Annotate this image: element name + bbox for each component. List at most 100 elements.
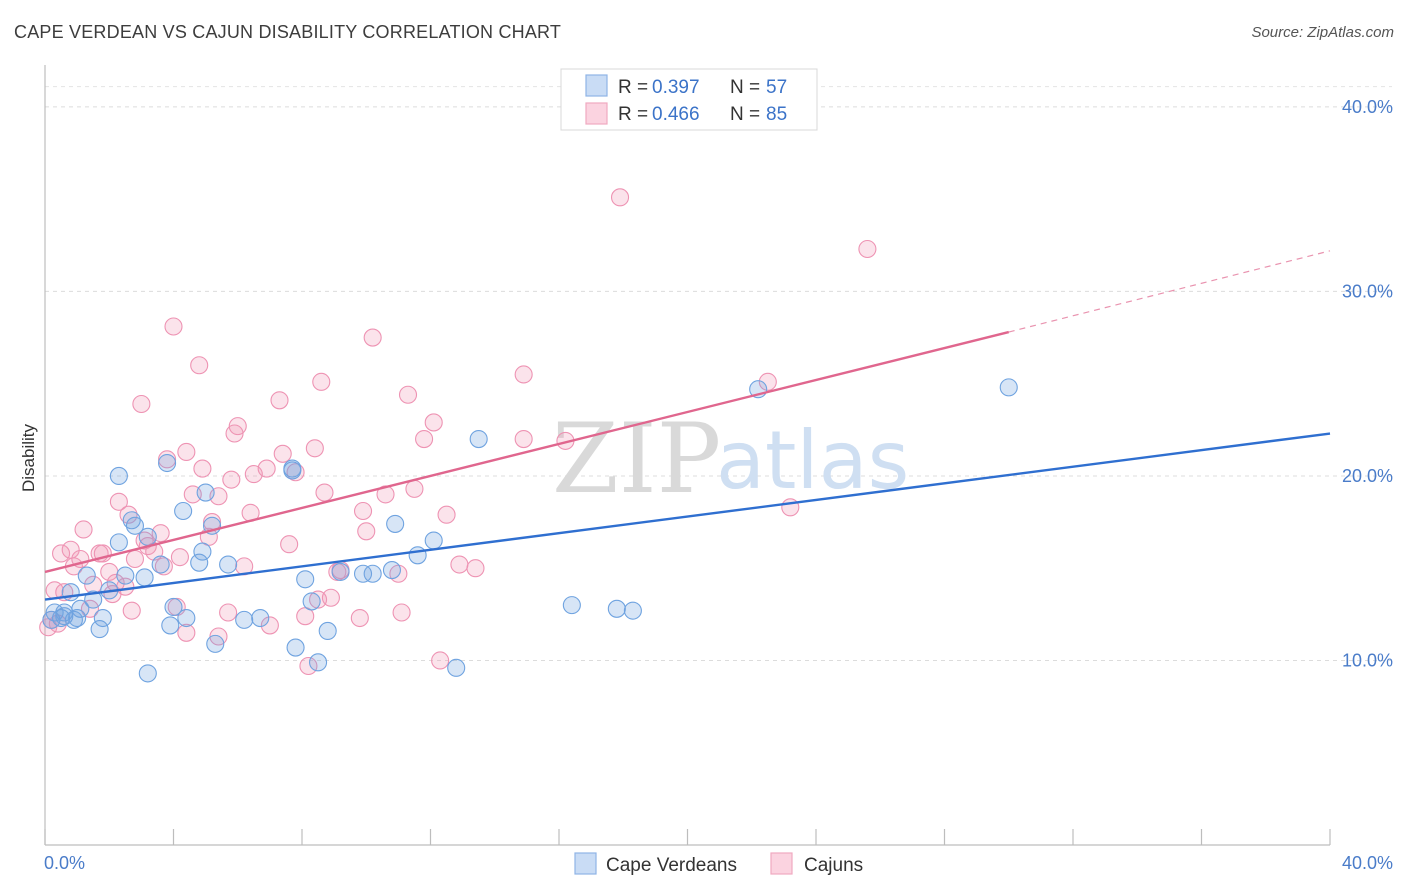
cajun-point xyxy=(154,557,173,576)
x-tick-labels: 0.0% 40.0% xyxy=(44,853,1393,873)
cajun-point xyxy=(437,505,456,524)
cajun-point xyxy=(321,588,340,607)
watermark-zip: ZIP xyxy=(552,403,721,515)
y-tick-label: 30.0% xyxy=(1342,281,1393,301)
legend: R = 0.397 N = 57 R = 0.466 N = 85 xyxy=(560,68,818,131)
cape-verdean-point xyxy=(109,533,128,552)
cape-verdean-point xyxy=(206,634,225,653)
cajun-point xyxy=(405,479,424,498)
cajun-point xyxy=(466,559,485,578)
cape-verdean-point xyxy=(286,638,305,657)
bottom-legend-label-cajuns: Cajuns xyxy=(804,855,863,876)
x-tick-label: 0.0% xyxy=(44,853,85,873)
y-axis-label: Disability xyxy=(19,423,38,492)
cajun-trend-extension xyxy=(1008,250,1331,333)
cajun-point xyxy=(450,555,469,574)
cajun-point xyxy=(398,385,418,404)
cape-verdean-point xyxy=(164,597,183,617)
cape-verdean-point xyxy=(116,566,135,585)
cape-verdean-trend-line xyxy=(44,432,1331,601)
cape-verdean-point xyxy=(623,601,642,620)
cajun-point xyxy=(273,444,292,463)
y-tick-label: 20.0% xyxy=(1342,466,1393,486)
bottom-legend-swatch-cape-verdeans xyxy=(574,852,597,875)
cape-verdean-point xyxy=(302,592,321,611)
cajun-point xyxy=(119,505,138,524)
axes xyxy=(44,65,1331,846)
cajun-point xyxy=(228,417,247,436)
x-tick-label: 40.0% xyxy=(1342,853,1393,873)
cajun-point xyxy=(315,483,334,502)
cajun-point xyxy=(219,603,238,622)
bottom-legend: Cape Verdeans Cajuns xyxy=(574,852,863,876)
cape-verdean-point xyxy=(151,555,170,574)
cape-verdean-point xyxy=(138,664,157,683)
cape-verdean-point xyxy=(84,590,103,609)
bottom-legend-swatch-cajuns xyxy=(770,852,793,875)
cajun-point xyxy=(52,544,71,563)
cape-verdean-point xyxy=(190,553,209,572)
cape-verdean-point xyxy=(363,564,382,583)
cajun-point xyxy=(299,656,318,676)
cape-verdean-point xyxy=(161,616,180,635)
chart-title: CAPE VERDEAN VS CAJUN DISABILITY CORRELA… xyxy=(14,22,562,42)
cajun-point xyxy=(858,239,877,259)
cajun-point xyxy=(610,188,630,207)
legend-swatch-cape-verdeans xyxy=(585,74,608,97)
cape-verdean-point xyxy=(283,459,302,478)
legend-n-label-1: N = xyxy=(730,77,760,98)
cape-verdean-point xyxy=(93,608,112,628)
data-points xyxy=(39,188,1018,683)
cajun-point xyxy=(357,522,376,541)
y-tick-label: 40.0% xyxy=(1342,97,1393,117)
cape-verdean-point xyxy=(158,453,177,473)
legend-r-value-2: 0.466 xyxy=(652,104,700,125)
cape-verdean-point xyxy=(382,561,402,580)
cajun-point xyxy=(260,616,279,635)
cajun-point xyxy=(193,459,212,478)
cajun-point xyxy=(353,501,373,521)
cape-verdean-point xyxy=(174,501,193,521)
cajun-point xyxy=(109,492,128,511)
cape-verdean-point xyxy=(607,599,626,618)
cape-verdean-point xyxy=(109,466,128,486)
cajun-point xyxy=(758,372,777,391)
legend-swatch-cajuns xyxy=(585,102,608,125)
cape-verdean-point xyxy=(193,542,212,561)
cajun-trend-line xyxy=(44,330,1010,574)
legend-n-label-2: N = xyxy=(730,104,760,125)
cape-verdean-point xyxy=(122,511,141,530)
cape-verdean-point xyxy=(219,555,238,574)
cajun-point xyxy=(270,391,289,410)
bottom-legend-label-cape-verdeans: Cape Verdeans xyxy=(606,855,737,876)
cape-verdean-point xyxy=(999,378,1018,397)
cajun-point xyxy=(376,485,395,504)
cape-verdean-point xyxy=(64,610,83,629)
cape-verdean-point xyxy=(125,516,144,535)
cajun-point xyxy=(424,413,443,432)
legend-n-value-1: 57 xyxy=(766,77,787,98)
cape-verdean-point xyxy=(296,570,315,589)
cajun-point xyxy=(305,439,324,458)
cape-verdean-point xyxy=(469,429,488,449)
cajun-point xyxy=(257,459,276,478)
cape-verdean-point xyxy=(386,514,405,533)
cape-verdean-point xyxy=(424,531,443,550)
cajun-point xyxy=(514,365,533,384)
cajun-point xyxy=(350,608,369,628)
cape-verdean-point xyxy=(447,658,466,677)
trend-lines xyxy=(44,250,1331,601)
cape-verdean-point xyxy=(235,610,254,629)
legend-r-label-1: R = xyxy=(618,77,648,98)
cajun-point xyxy=(177,442,196,462)
legend-r-label-2: R = xyxy=(618,104,648,125)
cajun-point xyxy=(280,535,299,554)
cape-verdean-point xyxy=(318,621,337,641)
y-tick-labels: 10.0% 20.0% 30.0% 40.0% xyxy=(1342,97,1393,671)
cape-verdean-point xyxy=(177,608,196,628)
cajun-point xyxy=(415,429,434,449)
cajun-point xyxy=(177,623,196,642)
cajun-point xyxy=(122,601,141,620)
cape-verdean-point xyxy=(562,596,581,615)
